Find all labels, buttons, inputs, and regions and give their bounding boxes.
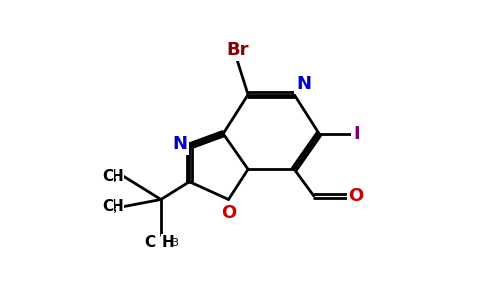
Text: 3: 3: [109, 205, 116, 214]
Text: H: H: [111, 199, 124, 214]
Text: I: I: [353, 125, 360, 143]
Text: C: C: [145, 235, 156, 250]
Text: H: H: [111, 169, 124, 184]
Text: Br: Br: [226, 41, 249, 59]
Text: 3: 3: [172, 238, 179, 248]
Text: H: H: [162, 235, 175, 250]
Text: C: C: [102, 169, 113, 184]
Text: N: N: [173, 135, 188, 153]
Text: N: N: [296, 75, 311, 93]
Text: 3: 3: [109, 174, 116, 184]
Text: O: O: [348, 187, 364, 205]
Text: O: O: [221, 204, 236, 222]
Text: C: C: [102, 199, 113, 214]
